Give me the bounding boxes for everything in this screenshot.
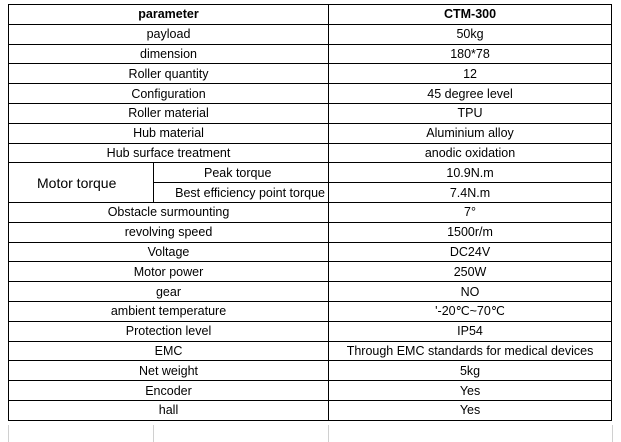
table-row: EMC Through EMC standards for medical de… (7, 340, 613, 362)
table-row: revolving speed 1500r/m (7, 221, 613, 243)
param-cell: payload (7, 23, 330, 45)
param-cell: gear (7, 281, 330, 302)
value-cell: NO (328, 281, 613, 302)
table-row: gear NO (7, 281, 613, 302)
table-row: Configuration 45 degree level (7, 83, 613, 104)
table-header-row: parameter CTM-300 (7, 4, 613, 25)
param-cell: Configuration (7, 83, 330, 104)
value-cell: IP54 (328, 320, 613, 342)
grid-divider (153, 425, 154, 442)
spec-table: parameter CTM-300 payload 50kg dimension… (7, 4, 613, 421)
peak-torque-label: Peak torque (152, 162, 330, 184)
table-row: Voltage DC24V (7, 241, 613, 263)
value-cell: 50kg (328, 23, 613, 45)
value-cell: Yes (328, 380, 613, 401)
table-row: Hub material Aluminium alloy (7, 122, 613, 144)
table-row: Hub surface treatment anodic oxidation (7, 142, 613, 164)
value-cell: DC24V (328, 241, 613, 263)
param-cell: Voltage (7, 241, 330, 263)
value-cell: 7° (328, 201, 613, 223)
value-cell: '-20℃~70℃ (328, 300, 613, 322)
value-cell: 1500r/m (328, 221, 613, 243)
motor-torque-group-label: Motor torque (8, 162, 154, 203)
grid-divider (328, 425, 329, 442)
value-cell: anodic oxidation (328, 142, 613, 164)
table-row: payload 50kg (7, 23, 613, 45)
value-cell: 12 (328, 63, 613, 85)
value-cell: Aluminium alloy (328, 122, 613, 144)
table-row: Obstacle surmounting 7° (7, 201, 613, 223)
value-cell: 250W (328, 261, 613, 283)
table-row: Net weight 5kg (7, 360, 613, 382)
value-cell: TPU (328, 102, 613, 124)
table-row-motor-peak: Motor torque Peak torque 10.9N.m (8, 162, 613, 203)
param-cell: Hub material (7, 122, 330, 144)
param-cell: Hub surface treatment (7, 142, 330, 164)
header-parameter: parameter (7, 4, 330, 25)
value-cell: 5kg (328, 360, 613, 382)
param-cell: Motor power (7, 261, 330, 283)
value-cell: 180*78 (328, 43, 613, 65)
table-row: Roller quantity 12 (7, 63, 613, 85)
value-cell: Yes (328, 399, 613, 421)
value-cell: 45 degree level (328, 83, 613, 104)
param-cell: Net weight (7, 360, 330, 382)
header-model: CTM-300 (328, 4, 613, 25)
param-cell: dimension (7, 43, 330, 65)
param-cell: Obstacle surmounting (7, 201, 330, 223)
value-cell: Through EMC standards for medical device… (328, 340, 613, 362)
param-cell: ambient temperature (7, 300, 330, 322)
empty-grid-row (8, 425, 613, 442)
table-row: Encoder Yes (7, 380, 613, 401)
table-row: Protection level IP54 (7, 320, 613, 342)
table-row: Motor power 250W (7, 261, 613, 283)
param-cell: revolving speed (7, 221, 330, 243)
table-row: hall Yes (7, 399, 613, 421)
param-cell: Protection level (7, 320, 330, 342)
best-efficiency-torque-label: Best efficiency point torque (152, 182, 330, 203)
table-row: ambient temperature '-20℃~70℃ (7, 300, 613, 322)
param-cell: Encoder (7, 380, 330, 401)
param-cell: Roller material (7, 102, 330, 124)
param-cell: Roller quantity (7, 63, 330, 85)
best-efficiency-torque-value: 7.4N.m (328, 182, 613, 203)
table-row: Roller material TPU (7, 102, 613, 124)
peak-torque-value: 10.9N.m (328, 162, 613, 184)
param-cell: EMC (7, 340, 330, 362)
table-row: dimension 180*78 (7, 43, 613, 65)
param-cell: hall (7, 399, 330, 421)
